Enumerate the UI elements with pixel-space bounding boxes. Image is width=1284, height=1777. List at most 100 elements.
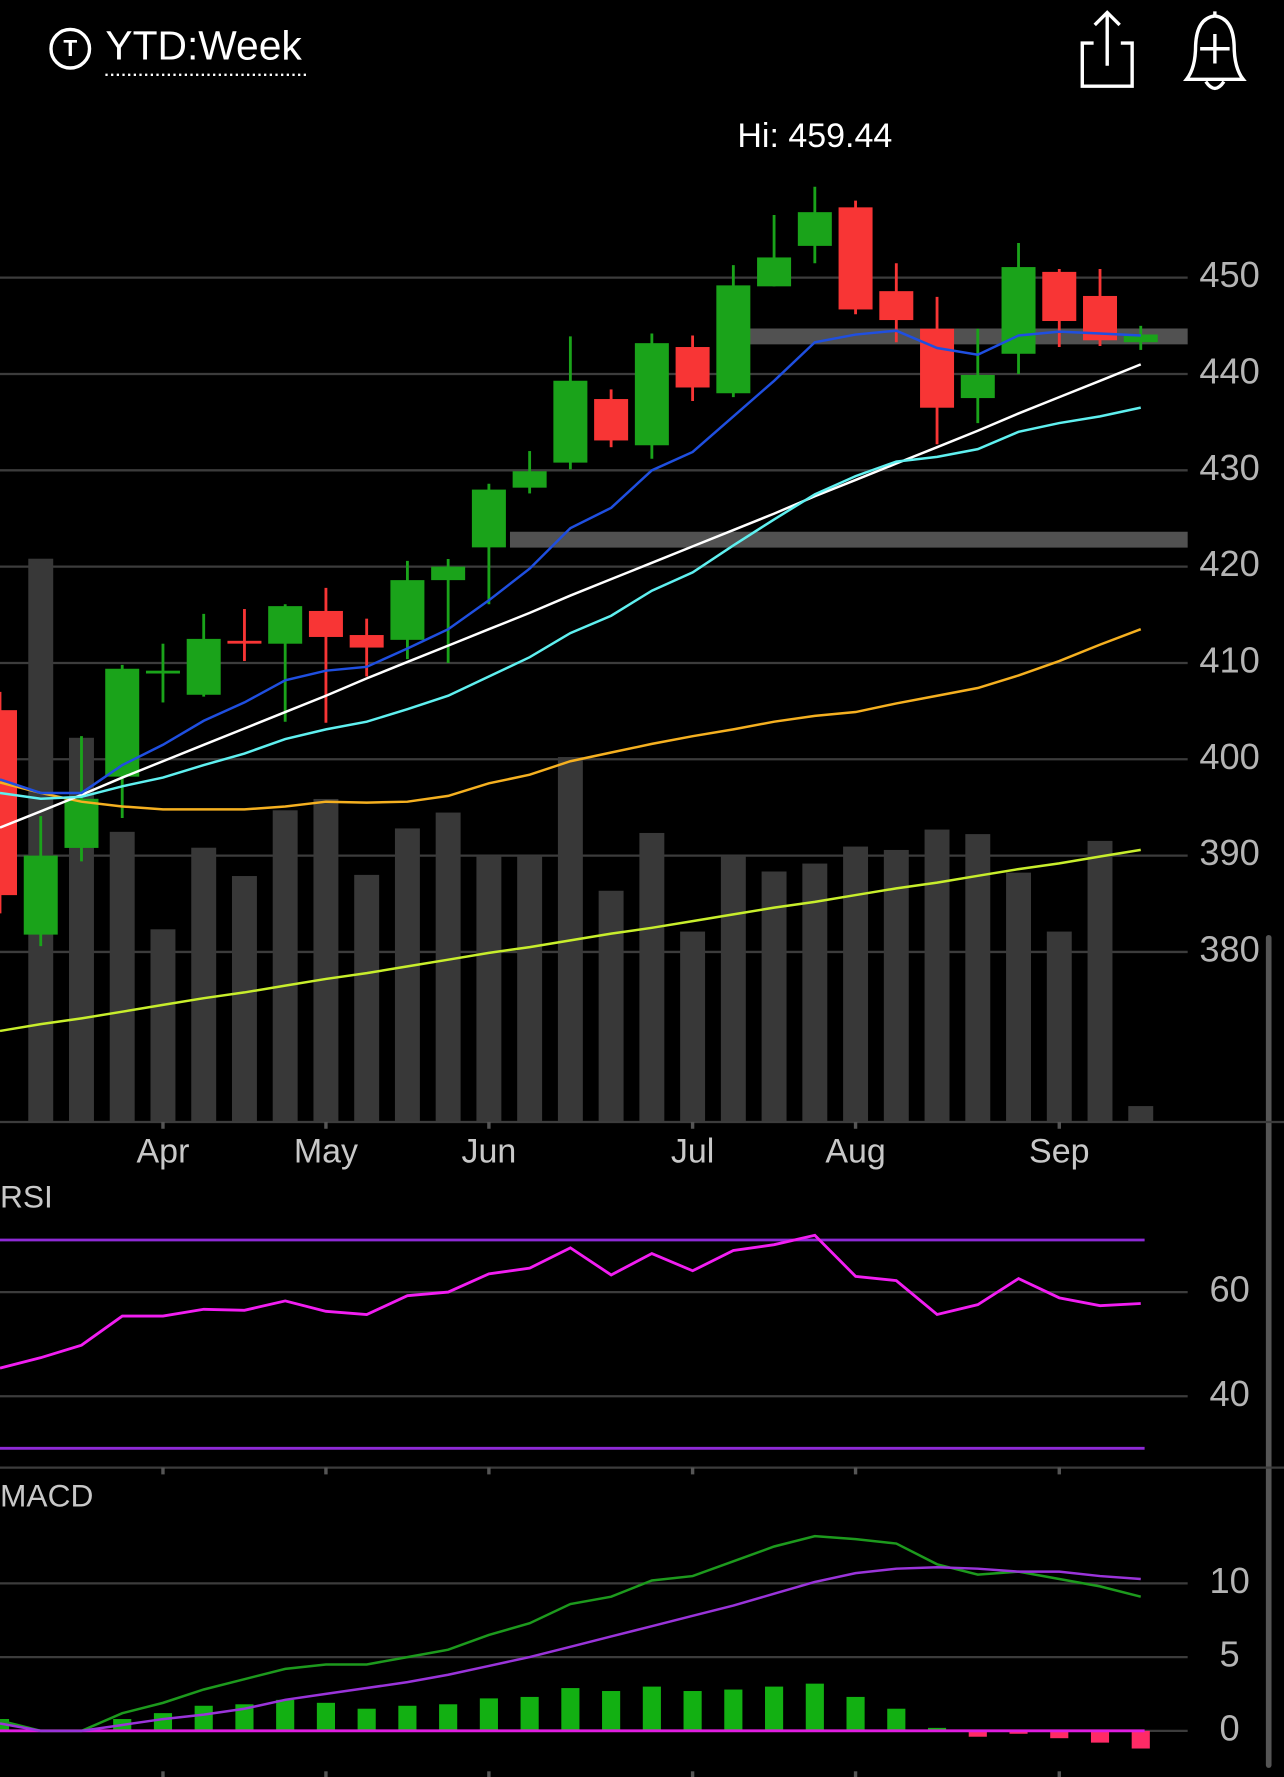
overlay-line [0,329,1141,795]
y-tick-label: 450 [1199,254,1259,295]
macd-histogram-bar [846,1696,865,1731]
overlay-line [0,848,1141,1033]
y-tick-label: 10 [1209,1560,1249,1601]
macd-histogram-bar [602,1691,621,1731]
y-tick-label: 390 [1199,832,1259,873]
candle-body [594,399,629,441]
candle-body [920,328,955,408]
range-icon [49,27,92,70]
volume-bar [354,874,380,1122]
share-button[interactable] [1080,10,1134,88]
volume-bar [1006,872,1031,1122]
candle-body [757,257,792,287]
candle-body [308,610,343,637]
overlay-line [0,628,1142,811]
high-annotation: Hi: 459.44 [737,117,892,155]
panel-title: MACD [0,1478,93,1514]
candle-body [1001,267,1036,354]
macd-histogram-bar [316,1702,335,1731]
macd-histogram-bar [724,1689,743,1731]
macd-histogram-bar [398,1705,417,1731]
panel-title: RSI [0,1178,53,1214]
volume-bar [1128,1106,1154,1122]
candle-body [227,640,262,644]
share-box [1080,41,1134,88]
volume-bar [883,849,909,1122]
volume-bar [109,831,135,1122]
volume-bar [476,855,502,1122]
volume-bar [191,847,217,1122]
candle-body [471,489,506,548]
candle-body [634,343,669,446]
y-tick-label: 430 [1199,447,1259,488]
volume-bar [231,876,257,1122]
volume-bar [639,832,665,1122]
candle-body [186,638,221,695]
volume-bar [517,855,543,1122]
bell-plus [1200,11,1230,64]
candle-body [390,580,425,640]
macd-histogram-bar [1131,1730,1150,1749]
x-tick-label: Sep [1029,1133,1089,1171]
macd-histogram-bar [1050,1730,1069,1739]
y-tick-label: 40 [1209,1373,1249,1414]
y-tick-label: 410 [1199,640,1259,681]
candle-body [1042,271,1077,322]
candle-body [879,291,914,321]
scrollbar [1265,934,1272,1768]
macd-histogram-bar [439,1704,458,1731]
x-tick-label: Jul [671,1133,714,1171]
macd-histogram-bar [520,1696,539,1731]
candle-body [431,566,466,581]
rsi-line [0,1233,1141,1370]
macd-histogram-bar [276,1699,295,1731]
volume-bar [1087,840,1113,1122]
candle-body [716,285,751,394]
alert-button[interactable] [1183,11,1247,91]
y-tick-label: 380 [1199,929,1259,970]
macd-histogram-bar [1009,1730,1028,1734]
candle-body [838,207,873,310]
overlay-line [0,363,1142,829]
candle-body [64,798,99,848]
macd-histogram-bar [927,1727,947,1731]
macd-histogram-bar [479,1698,498,1731]
candle-body [512,471,547,488]
x-tick-label: Apr [137,1133,190,1171]
level-band [509,531,1188,548]
range-title: YTD:Week [105,23,302,69]
macd-histogram-bar [153,1713,173,1731]
volume-bar [313,798,339,1122]
y-tick-label: 440 [1199,351,1259,392]
macd-histogram-bar [1090,1730,1110,1743]
macd-histogram-bar [887,1708,906,1731]
volume-bar [394,828,420,1122]
macd-histogram-bar [683,1691,702,1731]
candle-body [1123,334,1158,343]
range-selector[interactable]: T YTD:Week [49,23,306,76]
bell-body [1183,14,1247,82]
volume-bar [150,929,176,1122]
volume-bar [802,863,828,1122]
macd-histogram-bar [194,1705,213,1731]
candle-body [349,635,384,648]
macd-histogram-bar [357,1708,376,1731]
volume-bar [435,812,461,1122]
volume-bar [272,810,298,1122]
y-tick-label: 420 [1199,543,1259,584]
volume-bar [924,829,950,1122]
candle-body [797,212,832,246]
volume-bar [598,890,624,1122]
x-tick-label: Jun [461,1133,516,1171]
x-tick-label: Aug [825,1133,885,1171]
macd-histogram-bar [642,1686,661,1731]
candle-body [23,855,58,935]
range-icon-letter: T [63,35,77,61]
macd-histogram-bar [805,1683,824,1731]
candle-body [960,374,995,399]
volume-bar [761,871,787,1122]
candle-body [553,380,588,463]
y-tick-label: 400 [1199,736,1259,777]
overlay-line [0,406,1142,800]
